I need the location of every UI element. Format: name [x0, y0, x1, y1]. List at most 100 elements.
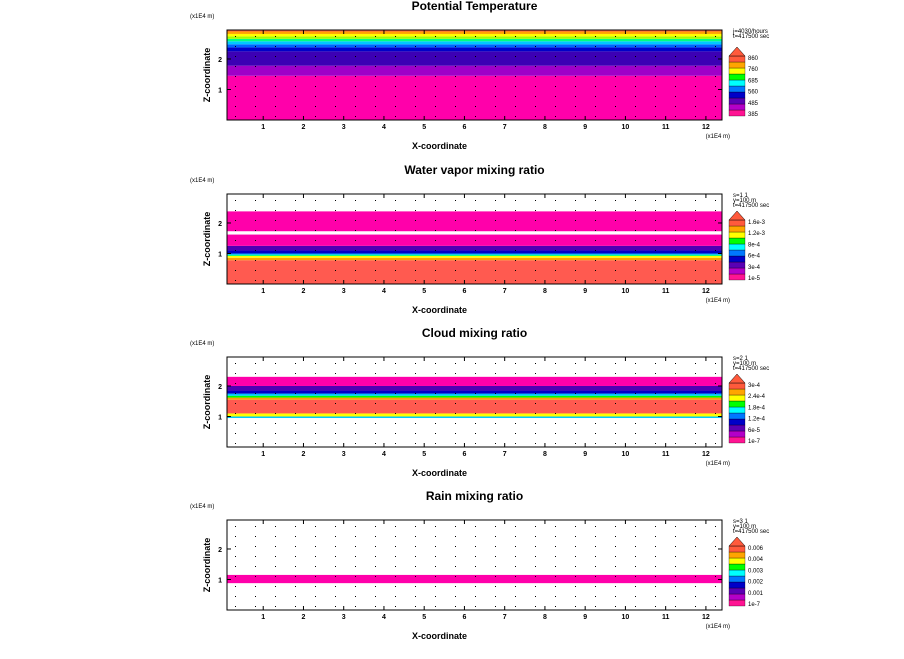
grid-dot: [295, 546, 296, 547]
x-tick-label: 2: [302, 124, 306, 131]
grid-dot: [295, 230, 296, 231]
x-tick-label: 11: [662, 124, 670, 131]
colorbar-swatch: [728, 418, 746, 426]
grid-dot: [695, 566, 696, 567]
grid-dot: [635, 556, 636, 557]
grid-dot: [575, 86, 576, 87]
grid-dot: [315, 56, 316, 57]
grid-dot: [435, 270, 436, 271]
grid-dot: [455, 210, 456, 211]
grid-dot: [515, 566, 516, 567]
grid-dot: [715, 260, 716, 261]
grid-dot: [275, 280, 276, 281]
grid-dot: [495, 210, 496, 211]
z-axis-label: Z-coordinate: [202, 375, 212, 430]
grid-dot: [435, 423, 436, 424]
grid-dot: [235, 56, 236, 57]
grid-dot: [275, 606, 276, 607]
grid-dot: [535, 363, 536, 364]
grid-dot: [455, 576, 456, 577]
grid-dot: [415, 280, 416, 281]
grid-dot: [235, 240, 236, 241]
colorbar-label: 2.4e-4: [748, 394, 766, 400]
grid-dots: [235, 200, 716, 281]
x-tick-label: 11: [662, 288, 670, 295]
grid-dot: [535, 250, 536, 251]
grid-dot: [655, 413, 656, 414]
grid-dot: [695, 86, 696, 87]
grid-dot: [715, 576, 716, 577]
grid-dot: [315, 403, 316, 404]
x-tick-label: 10: [622, 451, 630, 458]
grid-dot: [635, 526, 636, 527]
grid-dot: [675, 393, 676, 394]
grid-dot: [675, 76, 676, 77]
grid-dot: [275, 546, 276, 547]
field-band: [227, 41, 722, 45]
colorbar-label: 6e-4: [748, 254, 761, 260]
grid-dot: [495, 423, 496, 424]
grid-dot: [595, 413, 596, 414]
grid-dot: [675, 596, 676, 597]
grid-dot: [355, 443, 356, 444]
grid-dot: [515, 383, 516, 384]
grid-dot: [295, 443, 296, 444]
grid-dot: [315, 66, 316, 67]
grid-dot: [295, 56, 296, 57]
grid-dot: [335, 106, 336, 107]
grid-dot: [575, 393, 576, 394]
grid-dot: [615, 86, 616, 87]
grid-dot: [255, 363, 256, 364]
grid-dot: [695, 373, 696, 374]
grid-dot: [355, 260, 356, 261]
grid-dot: [355, 556, 356, 557]
grid-dot: [455, 250, 456, 251]
grid-dot: [315, 373, 316, 374]
grid-dot: [455, 606, 456, 607]
grid-dot: [695, 66, 696, 67]
grid-dot: [275, 220, 276, 221]
grid-dot: [235, 423, 236, 424]
grid-dot: [335, 260, 336, 261]
colorbar-label: 560: [748, 90, 759, 96]
grid-dot: [515, 76, 516, 77]
grid-dot: [435, 383, 436, 384]
grid-dot: [375, 230, 376, 231]
grid-dot: [375, 240, 376, 241]
grid-dot: [315, 596, 316, 597]
info-text: t=417500 sec: [733, 529, 769, 535]
grid-dot: [575, 403, 576, 404]
grid-dot: [475, 433, 476, 434]
grid-dot: [655, 46, 656, 47]
field-band: [227, 44, 722, 48]
grid-dot: [515, 66, 516, 67]
grid-dot: [275, 260, 276, 261]
grid-dot: [375, 86, 376, 87]
grid-dot: [275, 383, 276, 384]
grid-dot: [575, 106, 576, 107]
x-tick-label: 10: [622, 124, 630, 131]
grid-dot: [435, 280, 436, 281]
grid-dot: [615, 56, 616, 57]
grid-dot: [415, 373, 416, 374]
grid-dot: [555, 413, 556, 414]
colorbar-swatch: [728, 255, 746, 263]
colorbar-label: 0.004: [748, 557, 764, 563]
grid-dot: [615, 393, 616, 394]
x-tick-label: 7: [503, 451, 507, 458]
grid-dot: [255, 433, 256, 434]
grid-dot: [335, 526, 336, 527]
grid-dot: [475, 220, 476, 221]
grid-dot: [295, 76, 296, 77]
grid-dot: [695, 403, 696, 404]
grid-dot: [375, 220, 376, 221]
grid-dot: [635, 393, 636, 394]
grid-dot: [435, 413, 436, 414]
grid-dot: [715, 230, 716, 231]
grid-dot: [455, 423, 456, 424]
grid-dot: [475, 403, 476, 404]
info-text: t=417500 sec: [733, 34, 769, 40]
grid-dot: [475, 240, 476, 241]
grid-dot: [635, 66, 636, 67]
grid-dot: [595, 433, 596, 434]
